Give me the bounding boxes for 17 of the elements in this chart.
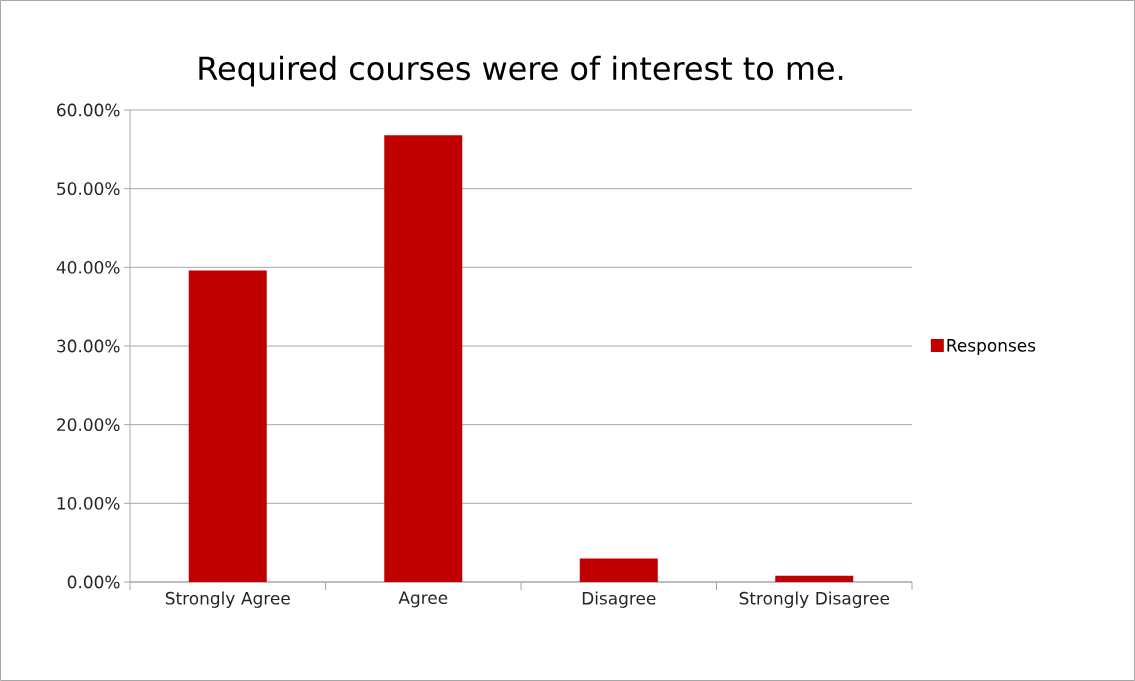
x-tick-label: Strongly Agree bbox=[165, 591, 290, 608]
y-tick-label: 60.00% bbox=[57, 103, 120, 117]
y-tick-label: 30.00% bbox=[57, 339, 120, 353]
bar bbox=[579, 558, 658, 582]
y-tick-label: 40.00% bbox=[56, 260, 120, 274]
bar bbox=[188, 270, 267, 582]
y-tick-label: 50.00% bbox=[57, 182, 120, 196]
legend-label: Responses bbox=[947, 339, 1036, 355]
y-tick-label: 10.00% bbox=[57, 496, 120, 510]
x-tick-label: Agree bbox=[398, 591, 448, 608]
bar bbox=[384, 135, 463, 582]
bar bbox=[775, 575, 854, 582]
chart-title: Required courses were of interest to me. bbox=[199, 55, 843, 87]
y-tick-label: 20.00% bbox=[57, 418, 120, 432]
x-tick-label: Disagree bbox=[582, 591, 656, 608]
x-tick-label: Strongly Disagree bbox=[739, 591, 890, 608]
y-tick-label: 0.00% bbox=[67, 575, 120, 589]
